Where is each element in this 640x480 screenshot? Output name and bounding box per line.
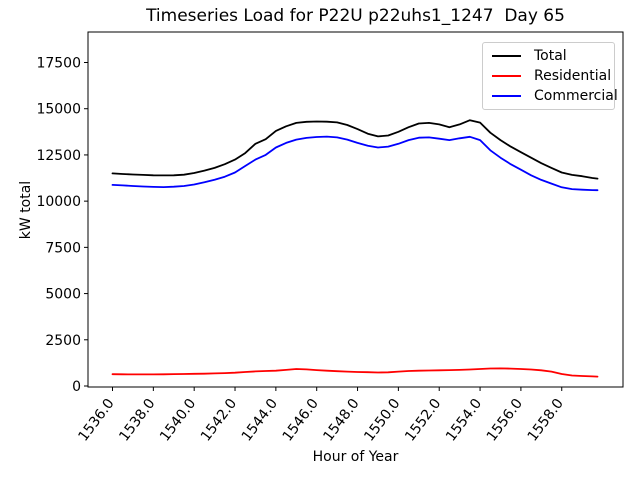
x-tick-label: 1548.0 (320, 396, 362, 445)
x-tick-label: 1552.0 (402, 396, 444, 445)
y-tick-label: 5000 (45, 287, 81, 303)
x-tick-label: 1556.0 (484, 396, 526, 445)
y-tick-label: 10000 (36, 194, 81, 210)
series-line-total (111, 119, 599, 180)
legend-label-total: Total (534, 48, 567, 64)
y-axis-label: kW total (18, 180, 34, 240)
legend-item-total: Total (492, 49, 605, 63)
y-tick-label: 12500 (36, 148, 81, 164)
x-tick-label: 1550.0 (361, 396, 403, 445)
y-tick-label: 2500 (45, 333, 81, 349)
chart-title: Timeseries Load for P22U p22uhs1_1247 Da… (146, 6, 565, 26)
x-tick-label: 1542.0 (198, 396, 240, 445)
legend-label-commercial: Commercial (534, 88, 618, 104)
series-line-residential (111, 367, 599, 378)
legend-item-residential: Residential (492, 69, 611, 83)
axes-frame (87, 31, 624, 388)
legend-line-residential (492, 75, 521, 77)
legend-item-commercial: Commercial (492, 89, 618, 103)
x-tick-label: 1540.0 (157, 396, 199, 445)
x-tick-label: 1558.0 (525, 396, 567, 445)
legend-label-residential: Residential (534, 68, 612, 84)
x-tick-label: 1538.0 (116, 396, 158, 445)
x-tick-label: 1554.0 (443, 396, 485, 445)
y-tick-label: 15000 (36, 102, 81, 118)
x-axis-label: Hour of Year (312, 449, 399, 465)
y-tick-label: 7500 (45, 240, 81, 256)
y-tick-label: 0 (72, 379, 81, 395)
x-tick-label: 1544.0 (239, 396, 281, 445)
legend-line-total (492, 55, 521, 57)
y-tick-label: 17500 (36, 56, 81, 72)
legend: Total Residential Commercial (482, 42, 618, 110)
series-line-commercial (111, 135, 599, 192)
x-tick-label: 1536.0 (75, 396, 117, 445)
x-tick-label: 1546.0 (280, 396, 322, 445)
legend-line-commercial (492, 95, 521, 97)
